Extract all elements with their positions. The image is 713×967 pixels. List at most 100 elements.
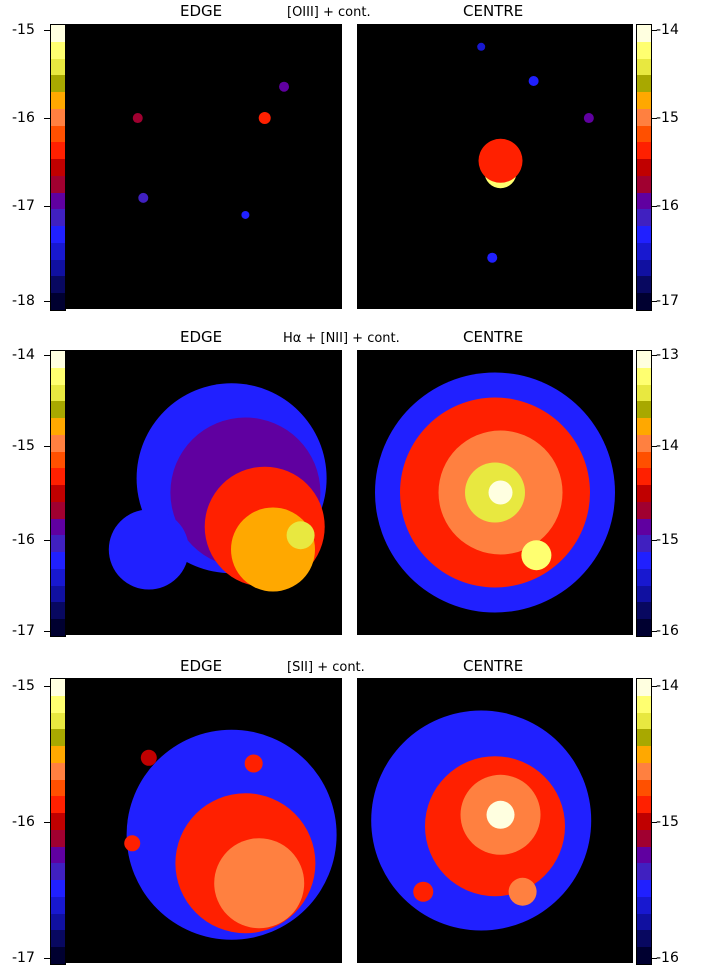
emission-blob — [487, 252, 498, 263]
left-tick-label: -16 — [12, 532, 35, 548]
colorbar-step — [637, 729, 651, 747]
emission-blob — [521, 540, 552, 571]
colorbar-step — [51, 125, 65, 143]
colorbar-step — [51, 367, 65, 385]
colorbar-step — [637, 259, 651, 277]
left-tick-label: -15 — [12, 678, 35, 694]
colorbar-step — [637, 796, 651, 814]
tick-mark — [651, 446, 657, 447]
colorbar-step — [637, 829, 651, 847]
colorbar-step — [51, 947, 65, 965]
colorbar-step — [637, 485, 651, 502]
emission-blob — [132, 113, 143, 124]
left-tick-label: -17 — [12, 198, 35, 214]
tick-mark — [651, 301, 657, 302]
colorbar-step — [637, 418, 651, 435]
emission-blob — [477, 42, 486, 51]
colorbar-step — [51, 913, 65, 931]
centre-image-panel — [357, 350, 633, 635]
colorbar-step — [51, 863, 65, 881]
colorbar-step — [51, 501, 65, 519]
right-tick-label: -16 — [656, 623, 679, 639]
right-tick-label: -16 — [656, 198, 679, 214]
colorbar-step — [637, 913, 651, 931]
colorbar-step — [637, 209, 651, 227]
colorbar-step — [51, 552, 65, 569]
emission-map — [124, 729, 337, 940]
emission-map — [477, 42, 594, 263]
emission-blob — [108, 509, 189, 590]
centre-label: CENTRE — [463, 657, 524, 675]
colorbar-right — [636, 24, 652, 311]
colorbar-step — [637, 501, 651, 519]
edge-image-panel — [66, 350, 342, 635]
tick-mark — [651, 631, 657, 632]
colorbar-step — [637, 367, 651, 385]
emission-blob — [478, 138, 523, 183]
left-tick-label: -15 — [12, 438, 35, 454]
colorbar-step — [51, 418, 65, 435]
colorbar-step — [51, 293, 65, 311]
colorbar-step — [51, 401, 65, 419]
emission-map — [375, 372, 615, 613]
tick-mark — [651, 118, 657, 119]
emission-blob — [279, 81, 290, 92]
colorbar-left — [50, 24, 66, 311]
colorbar-step — [51, 142, 65, 160]
panel-title: [SII] + cont. — [287, 660, 365, 675]
right-tick-label: -15 — [656, 110, 679, 126]
tick-mark — [44, 206, 50, 207]
tick-mark — [44, 30, 50, 31]
colorbar-step — [51, 535, 65, 553]
emission-map — [132, 81, 290, 219]
right-tick-label: -13 — [656, 347, 679, 363]
colorbar-step — [51, 58, 65, 76]
colorbar-step — [51, 746, 65, 763]
colorbar-step — [637, 159, 651, 176]
right-tick-label: -17 — [656, 293, 679, 309]
colorbar-step — [51, 695, 65, 713]
emission-blob — [488, 480, 513, 505]
colorbar-step — [51, 209, 65, 227]
colorbar-step — [637, 695, 651, 713]
colorbar-step — [51, 619, 65, 637]
colorbar-step — [637, 746, 651, 763]
edge-label: EDGE — [180, 2, 223, 20]
colorbar-step — [51, 602, 65, 620]
centre-image-panel — [357, 678, 633, 963]
colorbar-step — [637, 712, 651, 730]
colorbar-step — [51, 259, 65, 277]
emission-blob — [241, 210, 250, 219]
colorbar-step — [51, 829, 65, 847]
emission-blob — [508, 877, 537, 906]
emission-blob — [286, 521, 315, 550]
tick-mark — [44, 631, 50, 632]
edge-image-panel — [66, 678, 342, 963]
colorbar-step — [637, 175, 651, 193]
right-tick-label: -15 — [656, 532, 679, 548]
left-tick-label: -17 — [12, 950, 35, 966]
colorbar-step — [637, 619, 651, 637]
tick-mark — [44, 822, 50, 823]
edge-image-panel — [66, 24, 342, 309]
colorbar-step — [637, 518, 651, 536]
right-tick-label: -14 — [656, 678, 679, 694]
colorbar-right — [636, 350, 652, 637]
emission-blob — [138, 192, 149, 203]
colorbar-step — [637, 242, 651, 260]
tick-mark — [44, 355, 50, 356]
colorbar-step — [51, 434, 65, 452]
colorbar-left — [50, 350, 66, 637]
colorbar-step — [51, 485, 65, 502]
colorbar-step — [637, 58, 651, 76]
colorbar-step — [51, 762, 65, 780]
colorbar-step — [637, 896, 651, 914]
colorbar-step — [637, 125, 651, 143]
colorbar-step — [51, 796, 65, 814]
emission-map — [108, 383, 327, 592]
tick-mark — [44, 540, 50, 541]
tick-mark — [44, 958, 50, 959]
tick-mark — [651, 206, 657, 207]
colorbar-step — [637, 947, 651, 965]
right-tick-label: -14 — [656, 438, 679, 454]
